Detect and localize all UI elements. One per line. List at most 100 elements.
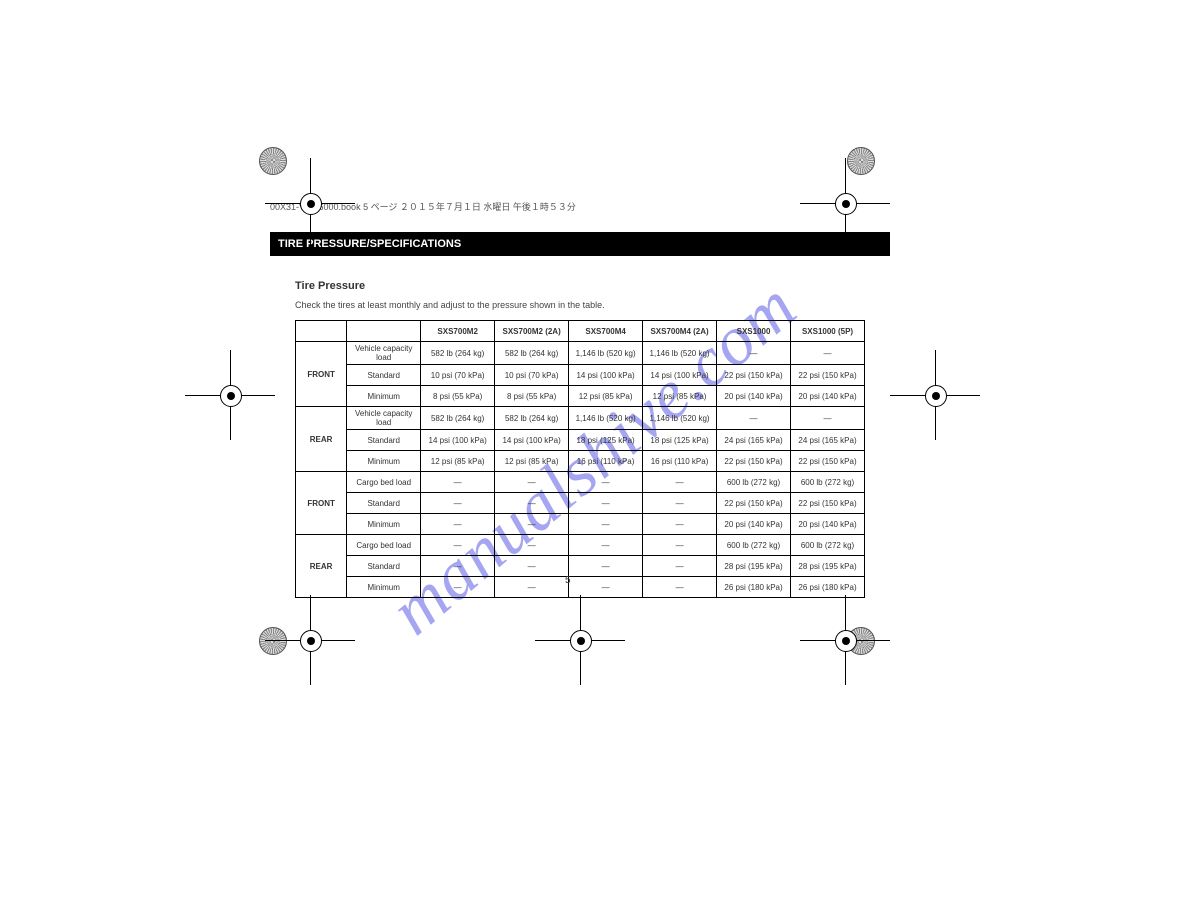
table-cell: — xyxy=(569,514,643,535)
col-h2: SXS700M2 xyxy=(421,321,495,342)
table-cell: Minimum xyxy=(347,451,421,472)
print-registration-corner-icon xyxy=(847,627,875,655)
table-cell: 14 psi (100 kPa) xyxy=(421,430,495,451)
table-cell: 24 psi (165 kPa) xyxy=(791,430,865,451)
table-cell: — xyxy=(495,514,569,535)
print-registration-crosshair-icon xyxy=(535,595,625,685)
table-cell: 22 psi (150 kPa) xyxy=(791,365,865,386)
table-cell: — xyxy=(643,535,717,556)
table-cell: — xyxy=(791,342,865,365)
table-cell: — xyxy=(569,493,643,514)
table-row: REARCargo bed load————600 lb (272 kg)600… xyxy=(296,535,865,556)
table-cell: 8 psi (55 kPa) xyxy=(495,386,569,407)
table-cell: — xyxy=(421,472,495,493)
table-cell: — xyxy=(643,514,717,535)
table-cell: 22 psi (150 kPa) xyxy=(791,451,865,472)
table-cell: 600 lb (272 kg) xyxy=(791,472,865,493)
print-registration-corner-icon xyxy=(259,627,287,655)
table-cell: 14 psi (100 kPa) xyxy=(569,365,643,386)
row-group-label: FRONT xyxy=(296,342,347,407)
table-cell: — xyxy=(421,577,495,598)
print-registration-crosshair-icon xyxy=(800,595,890,685)
section-title-bar: TIRE PRESSURE/SPECIFICATIONS xyxy=(270,232,890,256)
table-cell: 8 psi (55 kPa) xyxy=(421,386,495,407)
row-group-label: REAR xyxy=(296,535,347,598)
table-row: Standard10 psi (70 kPa)10 psi (70 kPa)14… xyxy=(296,365,865,386)
table-cell: 20 psi (140 kPa) xyxy=(791,514,865,535)
page-header-meta: 00X31-VJA-6000.book 5 ページ ２０１５年７月１日 水曜日 … xyxy=(270,200,890,213)
table-cell: — xyxy=(569,472,643,493)
table-cell: Standard xyxy=(347,493,421,514)
table-cell: — xyxy=(495,535,569,556)
table-cell: 1,146 lb (520 kg) xyxy=(569,342,643,365)
table-row: FRONTVehicle capacity load582 lb (264 kg… xyxy=(296,342,865,365)
table-cell: 26 psi (180 kPa) xyxy=(791,577,865,598)
table-cell: — xyxy=(569,556,643,577)
table-cell: Cargo bed load xyxy=(347,535,421,556)
print-registration-crosshair-icon xyxy=(265,595,355,685)
table-row: Standard14 psi (100 kPa)14 psi (100 kPa)… xyxy=(296,430,865,451)
table-cell: — xyxy=(421,493,495,514)
table-cell: — xyxy=(421,556,495,577)
table-cell: — xyxy=(643,493,717,514)
table-cell: 18 psi (125 kPa) xyxy=(643,430,717,451)
table-cell: 12 psi (85 kPa) xyxy=(495,451,569,472)
table-cell: 22 psi (150 kPa) xyxy=(791,493,865,514)
table-cell: 1,146 lb (520 kg) xyxy=(643,407,717,430)
table-cell: 12 psi (85 kPa) xyxy=(421,451,495,472)
table-cell: 600 lb (272 kg) xyxy=(717,535,791,556)
table-cell: 582 lb (264 kg) xyxy=(495,407,569,430)
table-cell: 10 psi (70 kPa) xyxy=(495,365,569,386)
table-row: Standard————22 psi (150 kPa)22 psi (150 … xyxy=(296,493,865,514)
table-cell: 582 lb (264 kg) xyxy=(421,407,495,430)
table-cell: — xyxy=(569,577,643,598)
col-h4: SXS700M4 xyxy=(569,321,643,342)
table-cell: 20 psi (140 kPa) xyxy=(717,386,791,407)
section-note: Check the tires at least monthly and adj… xyxy=(295,300,605,310)
table-cell: Standard xyxy=(347,556,421,577)
print-registration-crosshair-icon xyxy=(185,350,275,440)
table-cell: Minimum xyxy=(347,577,421,598)
table-cell: 26 psi (180 kPa) xyxy=(717,577,791,598)
table-cell: — xyxy=(643,556,717,577)
table-cell: — xyxy=(421,514,495,535)
table-cell: 22 psi (150 kPa) xyxy=(717,365,791,386)
table-cell: — xyxy=(495,493,569,514)
table-cell: Vehicle capacity load xyxy=(347,407,421,430)
table-cell: 582 lb (264 kg) xyxy=(421,342,495,365)
table-cell: 16 psi (110 kPa) xyxy=(569,451,643,472)
table-row: REARVehicle capacity load582 lb (264 kg)… xyxy=(296,407,865,430)
table-cell: 20 psi (140 kPa) xyxy=(791,386,865,407)
table-row: Minimum8 psi (55 kPa)8 psi (55 kPa)12 ps… xyxy=(296,386,865,407)
table-cell: 22 psi (150 kPa) xyxy=(717,493,791,514)
table-cell: — xyxy=(717,407,791,430)
table-cell: — xyxy=(495,472,569,493)
table-cell: Minimum xyxy=(347,386,421,407)
col-h3: SXS700M2 (2A) xyxy=(495,321,569,342)
table-cell: 22 psi (150 kPa) xyxy=(717,451,791,472)
table-cell: 1,146 lb (520 kg) xyxy=(569,407,643,430)
table-row: Minimum12 psi (85 kPa)12 psi (85 kPa)16 … xyxy=(296,451,865,472)
print-registration-corner-icon xyxy=(847,147,875,175)
table-cell: 20 psi (140 kPa) xyxy=(717,514,791,535)
col-h6: SXS1000 xyxy=(717,321,791,342)
table-cell: Standard xyxy=(347,430,421,451)
print-registration-crosshair-icon xyxy=(890,350,980,440)
table-cell: 14 psi (100 kPa) xyxy=(495,430,569,451)
table-cell: 24 psi (165 kPa) xyxy=(717,430,791,451)
col-h5: SXS700M4 (2A) xyxy=(643,321,717,342)
table-cell: — xyxy=(643,472,717,493)
col-h7: SXS1000 (5P) xyxy=(791,321,865,342)
table-cell: — xyxy=(569,535,643,556)
col-h0 xyxy=(296,321,347,342)
table-cell: 18 psi (125 kPa) xyxy=(569,430,643,451)
table-cell: 600 lb (272 kg) xyxy=(717,472,791,493)
section-subtitle: Tire Pressure xyxy=(295,280,365,292)
table-row: Minimum————20 psi (140 kPa)20 psi (140 k… xyxy=(296,514,865,535)
table-cell: 28 psi (195 kPa) xyxy=(717,556,791,577)
table-cell: 12 psi (85 kPa) xyxy=(569,386,643,407)
table-cell: 600 lb (272 kg) xyxy=(791,535,865,556)
table-cell: 14 psi (100 kPa) xyxy=(643,365,717,386)
table-row: FRONTCargo bed load————600 lb (272 kg)60… xyxy=(296,472,865,493)
table-row: Minimum————26 psi (180 kPa)26 psi (180 k… xyxy=(296,577,865,598)
